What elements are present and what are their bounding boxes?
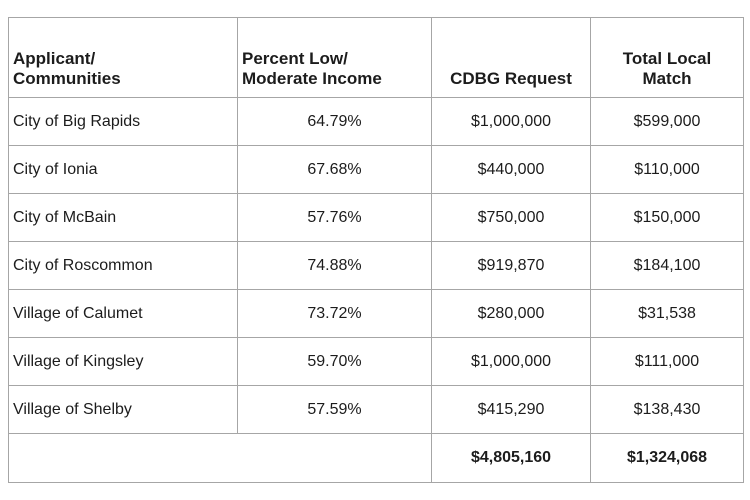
cell-cdbg-request: $1,000,000 xyxy=(431,337,591,386)
cell-percent: 64.79% xyxy=(237,97,432,146)
cell-cdbg-request: $440,000 xyxy=(431,145,591,194)
cell-cdbg-request: $750,000 xyxy=(431,193,591,242)
cell-applicant: City of Roscommon xyxy=(8,241,238,290)
cell-cdbg-request: $1,000,000 xyxy=(431,97,591,146)
cell-percent: 57.76% xyxy=(237,193,432,242)
cell-local-match: $111,000 xyxy=(590,337,744,386)
table-row: Village of Shelby 57.59% $415,290 $138,4… xyxy=(8,385,744,434)
cdbg-funding-table-container: Applicant/ Communities Percent Low/ Mode… xyxy=(8,17,744,483)
cell-local-match: $110,000 xyxy=(590,145,744,194)
cell-percent: 74.88% xyxy=(237,241,432,290)
totals-empty-cell xyxy=(8,433,432,483)
cell-percent: 73.72% xyxy=(237,289,432,338)
cell-percent: 59.70% xyxy=(237,337,432,386)
cell-local-match: $31,538 xyxy=(590,289,744,338)
cell-applicant: City of McBain xyxy=(8,193,238,242)
cell-applicant: Village of Kingsley xyxy=(8,337,238,386)
total-cdbg-request: $4,805,160 xyxy=(431,433,591,483)
table-row: City of Ionia 67.68% $440,000 $110,000 xyxy=(8,145,744,194)
cell-applicant: Village of Shelby xyxy=(8,385,238,434)
header-total-local-match: Total Local Match xyxy=(590,17,744,98)
cell-cdbg-request: $280,000 xyxy=(431,289,591,338)
cell-percent: 67.68% xyxy=(237,145,432,194)
cell-percent: 57.59% xyxy=(237,385,432,434)
table-row: City of McBain 57.76% $750,000 $150,000 xyxy=(8,193,744,242)
header-percent-low-moderate-income: Percent Low/ Moderate Income xyxy=(237,17,432,98)
table-row: City of Roscommon 74.88% $919,870 $184,1… xyxy=(8,241,744,290)
table-row: City of Big Rapids 64.79% $1,000,000 $59… xyxy=(8,97,744,146)
totals-row: $4,805,160 $1,324,068 xyxy=(8,433,744,483)
table-row: Village of Kingsley 59.70% $1,000,000 $1… xyxy=(8,337,744,386)
cell-cdbg-request: $415,290 xyxy=(431,385,591,434)
header-applicant-communities: Applicant/ Communities xyxy=(8,17,238,98)
cell-local-match: $150,000 xyxy=(590,193,744,242)
cell-local-match: $599,000 xyxy=(590,97,744,146)
cell-applicant: City of Big Rapids xyxy=(8,97,238,146)
cell-applicant: Village of Calumet xyxy=(8,289,238,338)
table-row: Village of Calumet 73.72% $280,000 $31,5… xyxy=(8,289,744,338)
cdbg-funding-table: Applicant/ Communities Percent Low/ Mode… xyxy=(8,17,744,483)
table-header-row: Applicant/ Communities Percent Low/ Mode… xyxy=(8,17,744,98)
header-cdbg-request: CDBG Request xyxy=(431,17,591,98)
cell-cdbg-request: $919,870 xyxy=(431,241,591,290)
total-local-match: $1,324,068 xyxy=(590,433,744,483)
cell-applicant: City of Ionia xyxy=(8,145,238,194)
cell-local-match: $184,100 xyxy=(590,241,744,290)
cell-local-match: $138,430 xyxy=(590,385,744,434)
